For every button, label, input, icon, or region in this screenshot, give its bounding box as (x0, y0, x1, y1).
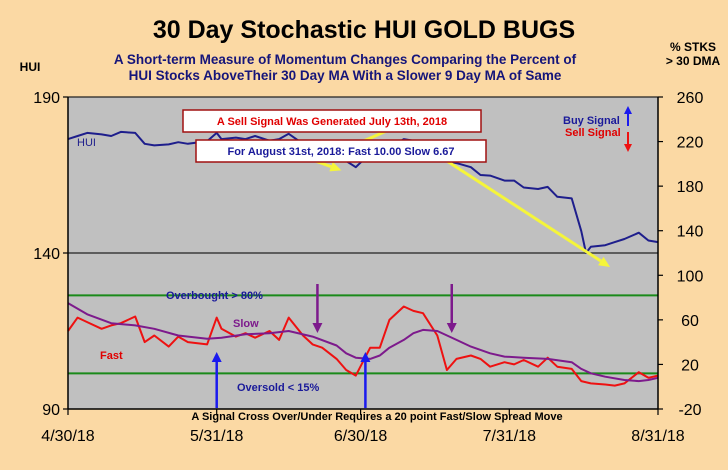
sell-signal-legend: Sell Signal (565, 127, 621, 139)
oversold-label: Oversold < 15% (237, 382, 319, 394)
footnote: A Signal Cross Over/Under Requires a 20 … (191, 411, 562, 423)
values-annotation: For August 31st, 2018: Fast 10.00 Slow 6… (227, 146, 454, 158)
trend-arrow-head-0 (329, 161, 342, 172)
series-line-slow (67, 302, 659, 383)
x-tick-label-1: 5/31/18 (190, 428, 243, 445)
right-axis-title-line-2: > 30 DMA (666, 54, 721, 68)
left-tick-label-0: 90 (42, 402, 60, 419)
right-tick-label-6: 220 (677, 135, 704, 152)
x-tick-label-3: 7/31/18 (483, 428, 536, 445)
right-tick-label-5: 180 (677, 179, 704, 196)
fast-series-label: Fast (100, 350, 123, 362)
left-tick-label-1: 140 (33, 246, 60, 263)
buy-signal-arrow-head-0 (211, 352, 222, 362)
chart-title: 30 Day Stochastic HUI GOLD BUGS (153, 16, 575, 44)
slow-series-label: Slow (233, 318, 259, 330)
trend-arrow-2 (446, 159, 602, 263)
buy-signal-arrow-head-2 (360, 352, 371, 362)
sell-legend-arrow-head (624, 144, 632, 152)
values-box (195, 139, 487, 163)
chart-subtitle-line-1: A Short-term Measure of Momentum Changes… (114, 52, 577, 67)
hui-series-label: HUI (77, 137, 96, 149)
chart-subtitle-line-2: HUI Stocks AboveTheir 30 Day MA With a S… (129, 68, 562, 83)
right-tick-label-1: 20 (681, 357, 699, 374)
x-tick-label-2: 6/30/18 (334, 428, 387, 445)
reference-lines (68, 96, 658, 375)
left-axis-title: HUI (20, 60, 41, 74)
right-tick-label-2: 60 (681, 313, 699, 330)
left-axis-ticks: 90 140 190 (33, 90, 68, 419)
sell-signal-arrow-head-3 (446, 323, 457, 333)
x-tick-label-4: 8/31/18 (631, 428, 684, 445)
right-axis-ticks: -20 20 60 100 140 180 220 260 (658, 90, 703, 419)
x-tick-label-0: 4/30/18 (41, 428, 94, 445)
sell-signal-box (182, 109, 482, 133)
x-axis-ticks: 4/30/18 5/31/18 6/30/18 7/31/18 8/31/18 (41, 409, 685, 445)
left-tick-label-2: 190 (33, 90, 60, 107)
sell-signal-arrow-head-1 (312, 323, 323, 333)
buy-legend-arrow-head (624, 106, 632, 114)
buy-signal-legend: Buy Signal (563, 115, 620, 127)
overbought-label: Overbought > 80% (166, 290, 263, 302)
signal-arrows (211, 106, 632, 408)
right-tick-label-3: 100 (677, 268, 704, 285)
right-tick-label-4: 140 (677, 224, 704, 241)
right-tick-label-7: 260 (677, 90, 704, 107)
right-tick-label-0: -20 (678, 402, 701, 419)
right-axis-title-line-1: % STKS (670, 40, 716, 54)
trend-arrow-head-2 (598, 256, 611, 268)
sell-signal-annotation: A Sell Signal Was Generated July 13th, 2… (217, 116, 447, 128)
